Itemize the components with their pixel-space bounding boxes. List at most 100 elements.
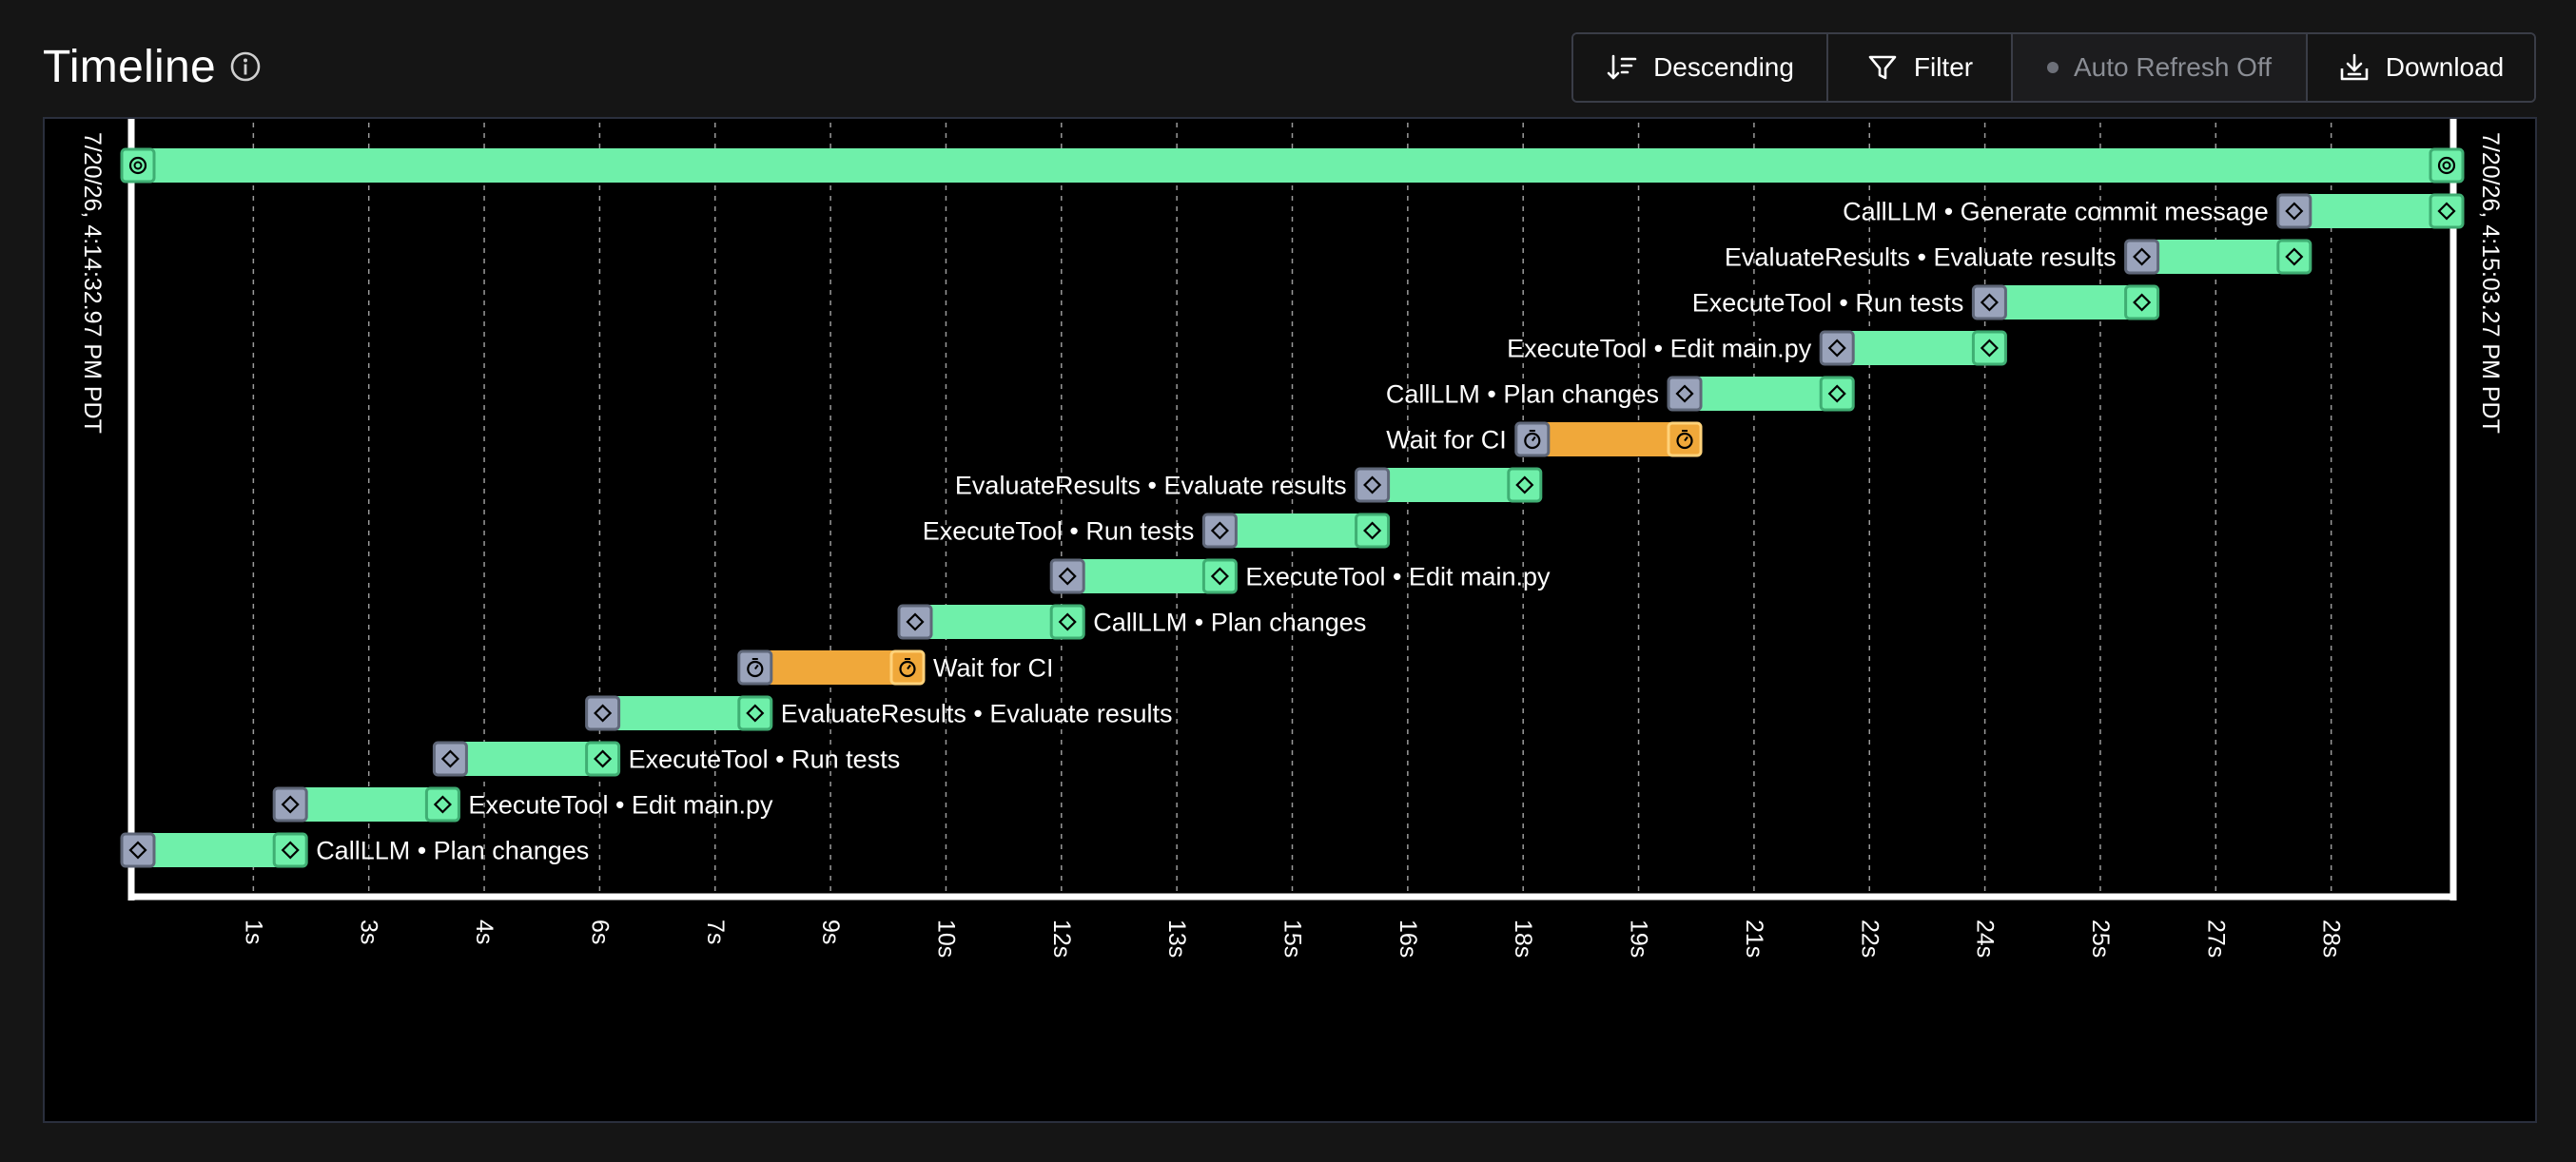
- activity-span[interactable]: ExecuteTool • Run tests: [923, 513, 1391, 549]
- activity-span[interactable]: CallLLM • Plan changes: [120, 832, 589, 868]
- timeline-toolbar: Descending Filter Auto Refresh Off Do: [1571, 32, 2536, 103]
- activity-span[interactable]: EvaluateResults • Evaluate results: [585, 695, 1173, 731]
- tick-label: 1s: [240, 920, 266, 944]
- activity-end-icon[interactable]: [1819, 376, 1855, 412]
- tick-labels: 1s 3s 4s 6s 7s 9s 10s 12s 13s 15s 16s 18s 19s 21s 22s 2…: [240, 920, 2344, 958]
- activity-end-icon[interactable]: [1507, 467, 1543, 503]
- workflow-icon[interactable]: [120, 147, 156, 184]
- activity-end-icon[interactable]: [424, 786, 460, 823]
- activity-end-icon[interactable]: [737, 695, 773, 731]
- timer-end-icon[interactable]: [1667, 421, 1703, 457]
- activity-bar[interactable]: [1837, 331, 1990, 365]
- tick-label: 22s: [1856, 920, 1883, 958]
- activity-bar[interactable]: [1372, 468, 1525, 502]
- activity-span[interactable]: ExecuteTool • Edit main.py: [1507, 330, 2007, 366]
- tick-label: 12s: [1048, 920, 1075, 958]
- activity-start-icon[interactable]: [1201, 513, 1238, 549]
- activity-bar[interactable]: [138, 833, 291, 867]
- timer-bar[interactable]: [1532, 422, 1686, 456]
- descending-label: Descending: [1653, 52, 1794, 82]
- activity-bar[interactable]: [1220, 513, 1373, 548]
- activity-span[interactable]: CallLLM • Generate commit message: [1843, 193, 2465, 229]
- auto-refresh-label: Auto Refresh Off: [2073, 52, 2273, 82]
- activity-bar[interactable]: [1067, 559, 1220, 593]
- start-timestamp: 7/20/26, 4:14:32.97 PM PDT: [79, 132, 106, 434]
- activity-end-icon[interactable]: [2276, 239, 2313, 275]
- info-circle-icon[interactable]: [229, 50, 262, 83]
- grid-lines: [252, 123, 2332, 893]
- tick-label: 25s: [2087, 920, 2114, 958]
- activity-bar[interactable]: [915, 605, 1068, 639]
- filter-label: Filter: [1913, 52, 1974, 82]
- workflow-icon[interactable]: [2429, 147, 2465, 184]
- activity-end-icon[interactable]: [1355, 513, 1391, 549]
- activity-start-icon[interactable]: [2124, 239, 2160, 275]
- span-label: ExecuteTool • Run tests: [629, 746, 901, 774]
- timer-end-icon[interactable]: [889, 649, 926, 686]
- activity-span[interactable]: ExecuteTool • Run tests: [432, 741, 901, 777]
- tick-label: 16s: [1395, 920, 1421, 958]
- page-title: Timeline: [43, 41, 217, 92]
- descending-sort-button[interactable]: Descending: [1573, 34, 1828, 101]
- span-label: CallLLM • Plan changes: [316, 837, 589, 865]
- tick-label: 28s: [2318, 920, 2345, 958]
- tick-label: 10s: [932, 920, 959, 958]
- auto-refresh-button[interactable]: Auto Refresh Off: [2013, 34, 2308, 101]
- activity-end-icon[interactable]: [2124, 284, 2160, 320]
- filter-funnel-icon: [1866, 51, 1899, 84]
- timer-bar[interactable]: [754, 650, 907, 685]
- activity-bar[interactable]: [2293, 194, 2447, 228]
- activity-start-icon[interactable]: [1971, 284, 2007, 320]
- activity-end-icon[interactable]: [1201, 558, 1238, 594]
- timer-start-icon[interactable]: [1514, 421, 1551, 457]
- workflow-root-span[interactable]: [120, 147, 2465, 184]
- root-span-bar[interactable]: [138, 148, 2447, 183]
- span-label: ExecuteTool • Edit main.py: [1507, 335, 1812, 363]
- activity-start-icon[interactable]: [585, 695, 621, 731]
- timeline-panel: 1s 3s 4s 6s 7s 9s 10s 12s 13s 15s 16s 18s 19s 21s 22s 2…: [43, 117, 2537, 1123]
- span-label: EvaluateResults • Evaluate results: [955, 472, 1347, 500]
- tick-label: 3s: [356, 920, 382, 944]
- activity-start-icon[interactable]: [2276, 193, 2313, 229]
- activity-end-icon[interactable]: [1049, 604, 1085, 640]
- activity-span[interactable]: CallLLM • Plan changes: [897, 604, 1366, 640]
- status-dot-icon: [2046, 62, 2059, 73]
- timer-start-icon[interactable]: [737, 649, 773, 686]
- activity-span[interactable]: EvaluateResults • Evaluate results: [955, 467, 1543, 503]
- timer-span[interactable]: Wait for CI: [1386, 421, 1703, 457]
- tick-label: 19s: [1626, 920, 1652, 958]
- activity-end-icon[interactable]: [272, 832, 308, 868]
- activity-span[interactable]: ExecuteTool • Edit main.py: [1049, 558, 1551, 594]
- activity-start-icon[interactable]: [432, 741, 468, 777]
- activity-start-icon[interactable]: [1819, 330, 1855, 366]
- filter-button[interactable]: Filter: [1828, 34, 2013, 101]
- activity-start-icon[interactable]: [120, 832, 156, 868]
- activity-end-icon[interactable]: [2429, 193, 2465, 229]
- end-timestamp: 7/20/26, 4:15:03.27 PM PDT: [2477, 132, 2504, 434]
- activity-span[interactable]: CallLLM • Plan changes: [1386, 376, 1855, 412]
- span-label: Wait for CI: [933, 654, 1054, 683]
- activity-bar[interactable]: [290, 787, 443, 822]
- activity-start-icon[interactable]: [272, 786, 308, 823]
- activity-end-icon[interactable]: [1971, 330, 2007, 366]
- activity-start-icon[interactable]: [1355, 467, 1391, 503]
- activity-bar[interactable]: [2141, 240, 2294, 274]
- activity-bar[interactable]: [1685, 377, 1838, 411]
- tick-label: 18s: [1510, 920, 1536, 958]
- activity-span[interactable]: ExecuteTool • Run tests: [1692, 284, 2160, 320]
- activity-bar[interactable]: [602, 696, 755, 730]
- activity-bar[interactable]: [1989, 285, 2142, 320]
- activity-span[interactable]: EvaluateResults • Evaluate results: [1725, 239, 2313, 275]
- activity-bar[interactable]: [450, 742, 603, 776]
- tick-label: 24s: [1972, 920, 1999, 958]
- span-label: CallLLM • Plan changes: [1093, 609, 1366, 637]
- activity-start-icon[interactable]: [1667, 376, 1703, 412]
- activity-start-icon[interactable]: [1049, 558, 1085, 594]
- timeline-chart: 1s 3s 4s 6s 7s 9s 10s 12s 13s 15s 16s 18s 19s 21s 22s 2…: [79, 119, 2504, 958]
- timer-span[interactable]: Wait for CI: [737, 649, 1054, 686]
- activity-start-icon[interactable]: [897, 604, 933, 640]
- download-button[interactable]: Download: [2308, 34, 2534, 101]
- activity-end-icon[interactable]: [585, 741, 621, 777]
- activity-span[interactable]: ExecuteTool • Edit main.py: [272, 786, 773, 823]
